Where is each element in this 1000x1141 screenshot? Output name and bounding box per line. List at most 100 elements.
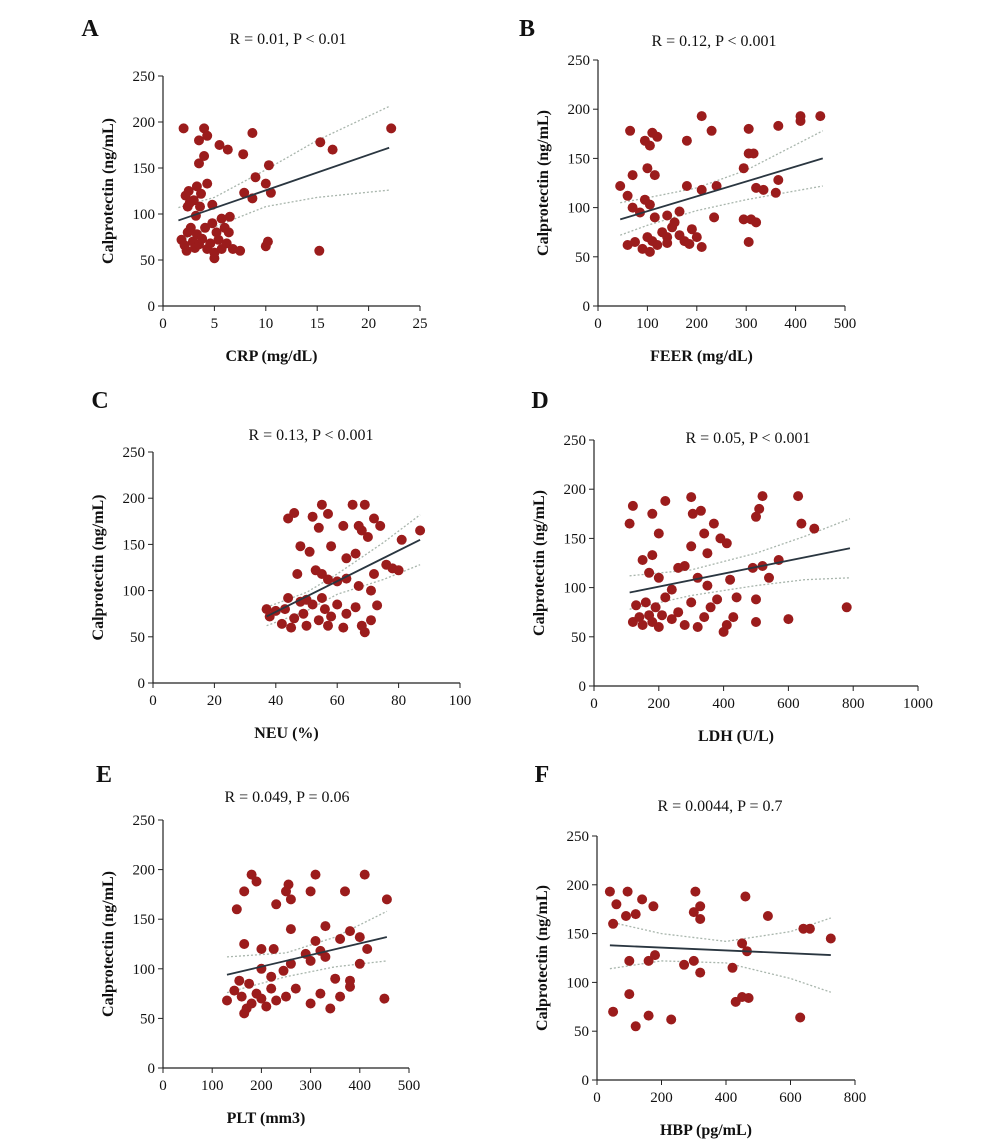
data-point xyxy=(673,607,684,618)
y-tick-label: 150 xyxy=(133,912,156,928)
data-point xyxy=(696,111,707,122)
panel-letter: D xyxy=(531,388,548,414)
data-point xyxy=(283,879,294,890)
data-point xyxy=(686,224,697,235)
x-axis-label: PLT (mm3) xyxy=(227,1110,306,1127)
x-tick-label: 600 xyxy=(779,1090,802,1106)
data-point xyxy=(738,214,749,225)
data-point xyxy=(642,163,653,174)
data-point xyxy=(246,998,257,1009)
data-point xyxy=(644,199,655,210)
data-point xyxy=(338,622,349,633)
data-point xyxy=(637,620,648,630)
data-point xyxy=(341,608,352,619)
data-point xyxy=(696,184,707,195)
chart-title: R = 0.05, P < 0.001 xyxy=(685,430,810,447)
y-tick-label: 50 xyxy=(571,630,586,646)
x-tick-label: 300 xyxy=(299,1078,322,1094)
data-point xyxy=(706,125,717,136)
x-tick-label: 15 xyxy=(310,316,325,332)
data-point xyxy=(751,594,761,605)
y-tick-label: 100 xyxy=(123,584,146,600)
data-point xyxy=(653,622,664,632)
regression-line xyxy=(178,146,390,222)
data-point xyxy=(630,909,641,920)
y-tick-label: 150 xyxy=(123,537,146,553)
data-point xyxy=(692,572,703,583)
data-point xyxy=(320,921,331,932)
data-point xyxy=(688,907,699,918)
y-tick-label: 150 xyxy=(568,151,591,167)
data-point xyxy=(690,886,701,897)
y-tick-label: 250 xyxy=(123,445,146,461)
data-point xyxy=(375,520,386,531)
data-point xyxy=(727,962,738,973)
y-axis-label: Calprotectin (ng/mL) xyxy=(100,871,117,1017)
data-point xyxy=(313,615,324,626)
data-point xyxy=(271,899,282,910)
data-point xyxy=(793,491,804,502)
data-point xyxy=(199,151,210,161)
y-tick-label: 200 xyxy=(133,863,156,879)
data-point xyxy=(825,933,836,944)
data-point xyxy=(809,523,820,534)
data-point xyxy=(315,137,326,148)
scatter-panel-b: B R = 0.12, P < 0.001 0 100 200 300 400 500 0 50 1… xyxy=(519,16,856,365)
scatter-panel-f: F R = 0.0044, P = 0.7 0 200 400 600 800 0 50 100 1… xyxy=(534,762,866,1139)
confidence-band-lower xyxy=(609,960,832,993)
regression-line xyxy=(609,944,831,956)
chart-title: R = 0.01, P < 0.01 xyxy=(229,31,346,48)
data-point xyxy=(608,1006,619,1017)
y-tick-label: 200 xyxy=(567,878,590,894)
panel-letter: F xyxy=(535,762,550,788)
x-tick-label: 60 xyxy=(330,693,345,709)
data-point xyxy=(239,187,250,198)
data-point xyxy=(764,572,774,583)
data-point xyxy=(341,553,352,564)
chart-title: R = 0.13, P < 0.001 xyxy=(248,427,373,444)
data-point xyxy=(627,170,638,181)
data-point xyxy=(278,965,289,976)
y-tick-label: 100 xyxy=(567,975,590,991)
regression-line xyxy=(619,157,824,221)
data-point xyxy=(379,993,390,1004)
data-point xyxy=(305,886,316,897)
confidence-band-lower xyxy=(178,189,390,242)
x-tick-label: 400 xyxy=(715,1090,738,1106)
data-point xyxy=(197,233,208,244)
scatter-panel-e: E R = 0.049, P = 0.06 0 100 200 300 400 500 0 50 1… xyxy=(96,762,420,1127)
data-point xyxy=(648,901,659,912)
data-point xyxy=(323,574,333,585)
data-point xyxy=(695,901,706,912)
data-point xyxy=(256,944,267,954)
data-point xyxy=(709,212,720,223)
data-point xyxy=(345,926,355,937)
data-point xyxy=(239,886,250,897)
data-point xyxy=(229,985,240,996)
data-point xyxy=(266,971,277,982)
y-tick-label: 100 xyxy=(133,207,156,223)
data-point xyxy=(611,899,622,910)
y-tick-label: 100 xyxy=(568,201,591,217)
data-point xyxy=(289,613,300,624)
data-point xyxy=(231,904,242,915)
x-tick-label: 40 xyxy=(268,693,283,709)
x-tick-label: 300 xyxy=(735,316,758,332)
data-point xyxy=(366,585,376,596)
y-axis-label: Calprotectin (ng/mL) xyxy=(90,495,107,641)
data-point xyxy=(178,123,189,134)
data-point xyxy=(256,993,267,1004)
x-axis-label: CRP (mg/dL) xyxy=(226,348,318,365)
data-point xyxy=(304,546,315,557)
data-point xyxy=(725,574,736,585)
data-point xyxy=(415,525,426,536)
x-tick-label: 400 xyxy=(349,1078,372,1094)
y-tick-label: 50 xyxy=(130,630,145,646)
scatter-panel-d: D R = 0.05, P < 0.001 0 200 400 600 800 1000 0 50… xyxy=(531,388,933,745)
data-point xyxy=(660,496,671,506)
x-tick-label: 100 xyxy=(201,1078,224,1094)
y-tick-label: 150 xyxy=(564,531,587,547)
data-point xyxy=(386,123,397,134)
data-point xyxy=(283,593,294,603)
data-point xyxy=(246,869,257,880)
